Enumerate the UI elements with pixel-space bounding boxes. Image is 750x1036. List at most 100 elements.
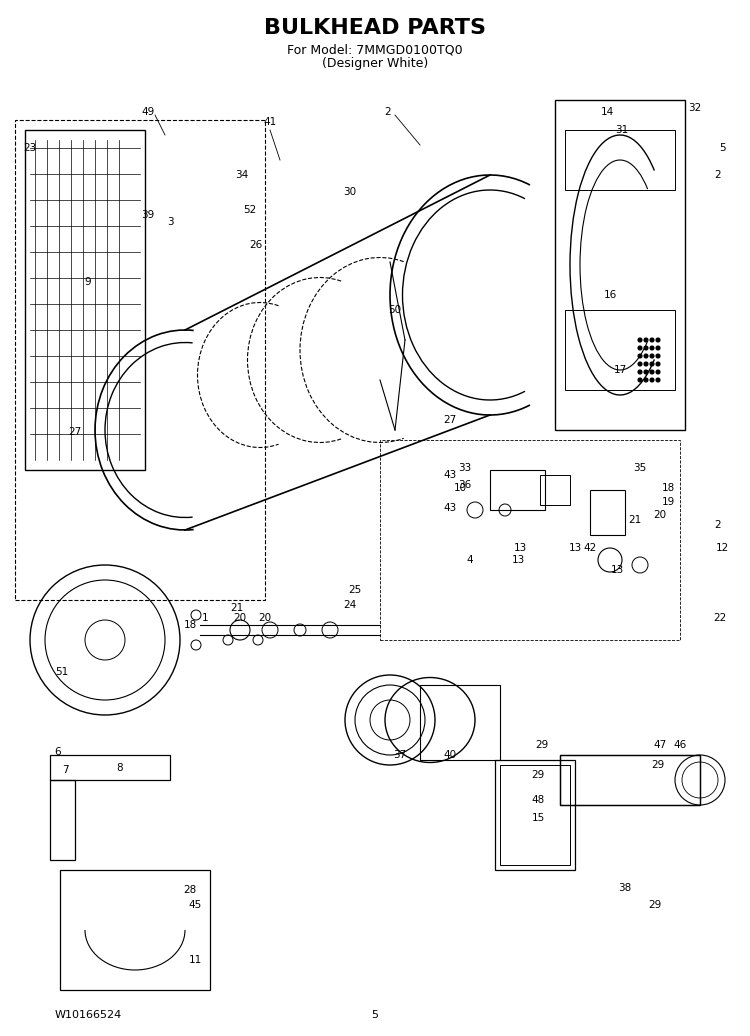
Text: 29: 29 [651,760,664,770]
Circle shape [656,362,660,366]
Text: 35: 35 [633,463,646,473]
Text: 39: 39 [142,210,154,220]
Text: 7: 7 [62,765,68,775]
Text: 21: 21 [230,603,244,613]
Text: 49: 49 [142,107,154,117]
Text: W10166524: W10166524 [55,1010,122,1020]
Bar [590,490,625,535]
Circle shape [656,346,660,350]
Text: 45: 45 [188,900,202,910]
Circle shape [650,362,654,366]
Text: 38: 38 [618,883,632,893]
Text: 13: 13 [610,565,624,575]
Text: 51: 51 [56,667,69,677]
Circle shape [638,378,642,382]
Bar [500,765,570,865]
Bar [15,120,265,600]
Circle shape [644,378,648,382]
Text: 46: 46 [674,740,687,750]
Text: 27: 27 [443,415,457,425]
Text: 13: 13 [512,555,525,565]
Bar [565,310,675,390]
Text: 34: 34 [236,170,249,180]
Circle shape [656,370,660,374]
Text: 20: 20 [653,510,667,520]
Text: 16: 16 [603,290,616,300]
Circle shape [638,362,642,366]
Text: 47: 47 [653,740,667,750]
Text: 15: 15 [531,813,544,823]
Circle shape [656,354,660,358]
Text: 2: 2 [715,170,722,180]
Text: For Model: 7MMGD0100TQ0: For Model: 7MMGD0100TQ0 [287,44,463,57]
Text: 21: 21 [628,515,641,525]
Text: 18: 18 [662,483,675,493]
Text: 24: 24 [344,600,357,610]
Text: 11: 11 [188,955,202,965]
Text: 18: 18 [184,620,196,630]
Text: 48: 48 [531,795,544,805]
Circle shape [656,378,660,382]
Text: 40: 40 [443,750,457,760]
Text: 4: 4 [466,555,473,565]
Text: 42: 42 [584,543,597,553]
Text: 14: 14 [600,107,613,117]
Text: 13: 13 [513,543,526,553]
Text: 33: 33 [458,463,472,473]
Text: 23: 23 [23,143,37,153]
Bar [560,755,700,805]
Text: 3: 3 [166,217,173,227]
Circle shape [650,338,654,342]
Bar [555,100,685,430]
Circle shape [650,354,654,358]
Bar [420,685,500,760]
Text: 29: 29 [531,770,544,780]
Bar [50,755,170,780]
Circle shape [644,362,648,366]
Text: 31: 31 [615,125,628,135]
Text: 5: 5 [718,143,725,153]
Text: 20: 20 [259,613,272,623]
Text: 41: 41 [263,117,277,127]
Bar [60,870,210,990]
Text: 29: 29 [648,900,662,910]
Circle shape [644,354,648,358]
Text: 22: 22 [713,613,727,623]
Text: 50: 50 [388,305,401,315]
Text: 32: 32 [688,103,702,113]
Bar [540,474,570,505]
Text: 52: 52 [243,205,256,215]
Bar [560,755,700,805]
Text: 28: 28 [184,885,196,895]
Bar [495,760,575,870]
Text: 12: 12 [716,543,728,553]
Circle shape [638,354,642,358]
Text: 30: 30 [344,188,356,197]
Circle shape [650,378,654,382]
Bar [25,130,145,470]
Text: 13: 13 [568,543,582,553]
Text: 27: 27 [68,427,82,437]
Text: 2: 2 [715,520,722,530]
Text: BULKHEAD PARTS: BULKHEAD PARTS [264,18,486,38]
Text: 25: 25 [349,585,361,595]
Text: 19: 19 [662,497,675,507]
Text: 1: 1 [202,613,208,623]
Text: 2: 2 [385,107,392,117]
Bar [565,130,675,190]
Text: 20: 20 [233,613,247,623]
Text: 43: 43 [443,470,457,480]
Text: 17: 17 [614,365,627,375]
Bar [380,440,680,640]
Text: 9: 9 [85,277,92,287]
Text: 43: 43 [443,503,457,513]
Text: 29: 29 [536,740,548,750]
Text: 36: 36 [458,480,472,490]
Text: 10: 10 [454,483,466,493]
Circle shape [638,346,642,350]
Circle shape [638,338,642,342]
Bar [490,470,545,510]
Circle shape [644,338,648,342]
Circle shape [650,346,654,350]
Text: 8: 8 [117,762,123,773]
